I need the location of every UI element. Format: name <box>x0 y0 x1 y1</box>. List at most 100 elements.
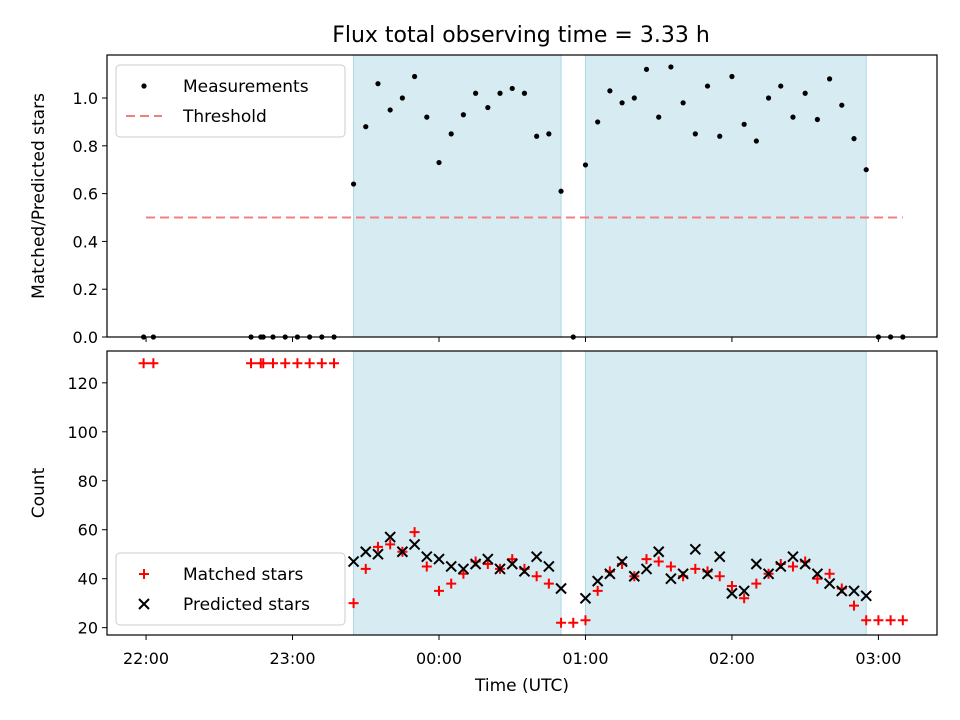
plot-frame <box>106 350 938 636</box>
predicted-stars-point <box>408 538 421 551</box>
predicted-stars-point <box>360 546 372 558</box>
x-tick-label: 23:00 <box>269 649 315 668</box>
x-axis-ticks: 22:00 23:00 00:00 01:00 02:00 03:00 <box>123 635 901 668</box>
predicted-stars-point <box>762 568 775 580</box>
plot-frame <box>106 54 938 338</box>
measurements-point <box>790 114 796 120</box>
predicted-stars-point <box>604 568 616 580</box>
predicted-stars-point <box>640 563 653 575</box>
matched-stars-point <box>329 358 340 369</box>
measurements-point <box>460 112 467 118</box>
measurements-point <box>802 90 808 96</box>
matched-stars-point <box>665 561 676 572</box>
predicted-stars-point <box>457 563 470 575</box>
y-tick-label: 1.0 <box>73 89 98 108</box>
legend-label: Measurements <box>183 77 309 97</box>
matched-stars-point <box>653 556 664 567</box>
measurements-point <box>485 104 491 111</box>
predicted-stars-point <box>518 565 531 578</box>
predicted-stars-point <box>530 550 543 563</box>
measurements-point <box>411 73 418 80</box>
y-tick-label: 0.0 <box>73 328 98 347</box>
measurements-point <box>729 73 735 80</box>
matched-stars-point <box>739 593 750 604</box>
measurements-point <box>668 64 674 70</box>
predicted-stars-point <box>555 582 567 595</box>
matched-stars-point <box>507 554 518 565</box>
measurements-point <box>375 81 381 87</box>
measurements-point <box>680 100 686 106</box>
measurements-point <box>595 119 601 125</box>
x-tick-label: 01:00 <box>562 649 608 668</box>
y-axis-label: Matched/Predicted stars <box>29 93 49 299</box>
matched-stars-point <box>592 585 603 596</box>
matched-stars-point <box>556 617 567 628</box>
predicted-stars-point <box>396 546 409 558</box>
predicted-stars-point <box>482 553 494 565</box>
y-tick-label: 0.2 <box>73 280 98 299</box>
predicted-stars-point <box>506 558 518 570</box>
observing-interval <box>353 54 562 338</box>
observing-interval <box>584 350 867 636</box>
matched-stars-point <box>861 615 872 626</box>
x-tick-label: 22:00 <box>123 649 169 668</box>
predicted-stars-point <box>421 550 433 563</box>
predicted-stars-point <box>787 550 799 563</box>
matched-stars-point <box>372 541 383 552</box>
x-tick-label: 00:00 <box>416 649 462 668</box>
predicted-stars-point <box>836 585 848 597</box>
matched-stars-point <box>897 615 908 626</box>
legend-label: Threshold <box>182 107 267 127</box>
matched-stars-point <box>482 559 493 569</box>
chart-title: Flux total observing time = 3.33 h <box>332 23 710 48</box>
measurements-point <box>765 95 772 101</box>
matched-stars-point <box>690 563 701 574</box>
observing-interval <box>353 350 562 636</box>
measurements-point <box>839 102 845 108</box>
measurements-point <box>448 131 454 137</box>
predicted-stars-point <box>823 577 836 590</box>
measurements-point <box>424 114 430 120</box>
measurements-point <box>826 76 833 82</box>
measurements-point <box>399 95 405 101</box>
measurements-point <box>656 114 662 120</box>
legend-label: Predicted stars <box>183 595 310 615</box>
predicted-stars-point <box>677 568 689 580</box>
top-panel: 0.0 0.2 0.4 0.6 0.8 1.0 Matched/Predicted sta… <box>29 54 938 347</box>
predicted-stars-point <box>652 546 665 558</box>
measurements-point <box>582 162 589 168</box>
predicted-stars-point <box>433 553 445 565</box>
predicted-stars-point <box>775 560 787 573</box>
measurements-point <box>473 90 479 96</box>
measurements-point <box>778 83 784 89</box>
y-tick-label: 20 <box>78 619 98 638</box>
legend-swatch <box>141 83 147 89</box>
matched-stars-point <box>421 561 432 572</box>
predicted-stars-point <box>591 575 604 587</box>
x-axis-ticks <box>145 337 879 342</box>
predicted-stars-point <box>347 555 360 568</box>
x-tick-label: 02:00 <box>709 649 755 668</box>
matched-stars-point <box>138 358 149 369</box>
observing-interval <box>584 54 867 338</box>
legend: Matched stars Predicted stars <box>115 552 346 626</box>
matched-stars-point <box>316 358 327 369</box>
measurements-point <box>350 181 357 187</box>
matched-stars-point <box>258 358 269 369</box>
y-tick-label: 60 <box>78 521 98 540</box>
matched-stars-point <box>580 615 591 626</box>
y-tick-label: 120 <box>67 374 98 393</box>
measurements-point <box>643 66 650 72</box>
predicted-stars-point <box>616 555 628 568</box>
measurements-point <box>814 116 820 123</box>
count-points <box>138 358 908 628</box>
measurements-point <box>619 100 625 106</box>
measurements-point <box>509 85 515 92</box>
legend-box <box>115 64 346 138</box>
predicted-stars-point <box>689 543 702 556</box>
predicted-stars-point <box>543 560 555 573</box>
matched-stars-point <box>304 358 315 369</box>
matched-stars-point <box>531 571 542 582</box>
matched-stars-point <box>280 358 291 369</box>
